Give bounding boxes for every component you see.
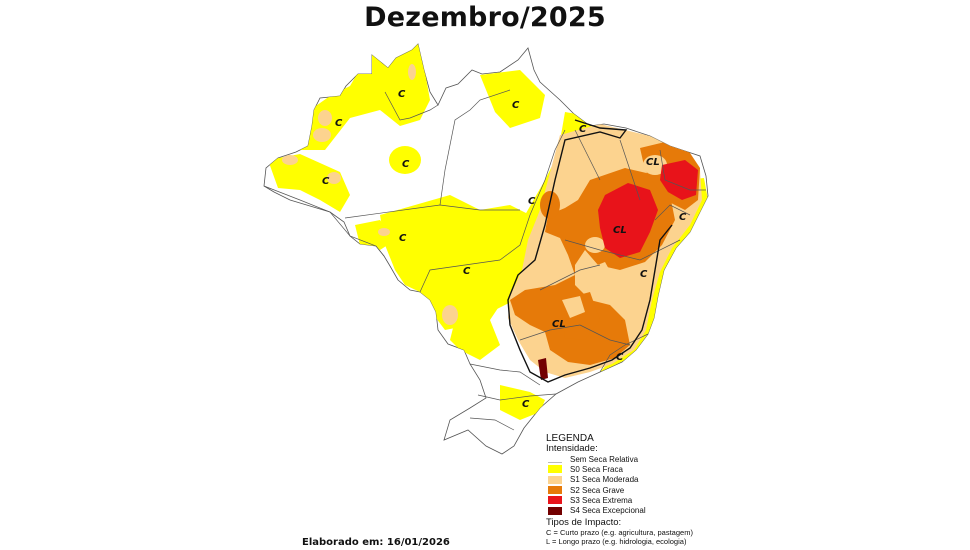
impact-label: C [322,176,330,187]
prepared-date: Elaborado em: 16/01/2026 [302,537,450,548]
s4-regions [538,358,548,380]
swatch-s3 [548,496,562,505]
impact-label: C [679,212,687,223]
legend-item-s2: S2 Seca Grave [546,485,746,495]
impact-label: C [398,89,406,100]
impact-label: CL [646,157,660,168]
legend-intensity-title: Intensidade: [546,443,598,454]
impact-label: C [528,196,536,207]
legend-item-s1: S1 Seca Moderada [546,475,746,485]
legend: LEGENDA Intensidade: Sem Seca Relativa S… [546,434,746,547]
swatch-s4 [548,506,562,515]
region-boundary [507,119,673,383]
swatch-s0 [548,465,562,474]
impact-label: C [579,124,587,135]
impact-labels: C C C C C C CL C C CL C C C CL C C [322,89,687,410]
impact-label: C [335,118,343,129]
impact-label: C [522,399,530,410]
impact-label: C [616,352,624,363]
swatch-s2 [548,486,562,495]
legend-item-s0: S0 Seca Fraca [546,464,746,474]
swatch-s1 [548,475,562,484]
impact-label: C [402,159,410,170]
impact-label: C [463,266,471,277]
impact-label: C [512,100,520,111]
s1-holes [562,155,667,318]
legend-item-s4: S4 Seca Excepcional [546,505,746,515]
impact-label: C [399,233,407,244]
map-title: Dezembro/2025 [364,2,606,33]
impact-label: CL [613,225,627,236]
legend-item-s3: S3 Seca Extrema [546,495,746,505]
impact-label: C [640,269,648,280]
state-borders [263,89,706,431]
legend-impact-title: Tipos de Impacto: [546,516,622,528]
legend-title: LEGENDA [546,433,594,444]
impact-label: CL [552,319,566,330]
legend-impact-long: L = Longo prazo (e.g. hidrologia, ecolog… [546,537,687,547]
legend-item-none: Sem Seca Relativa [546,454,746,464]
s0-regions [268,44,708,420]
legend-impact-short: C = Curto prazo (e.g. agricultura, pasta… [546,527,693,537]
swatch-none [548,455,562,464]
s3-regions [598,160,698,258]
